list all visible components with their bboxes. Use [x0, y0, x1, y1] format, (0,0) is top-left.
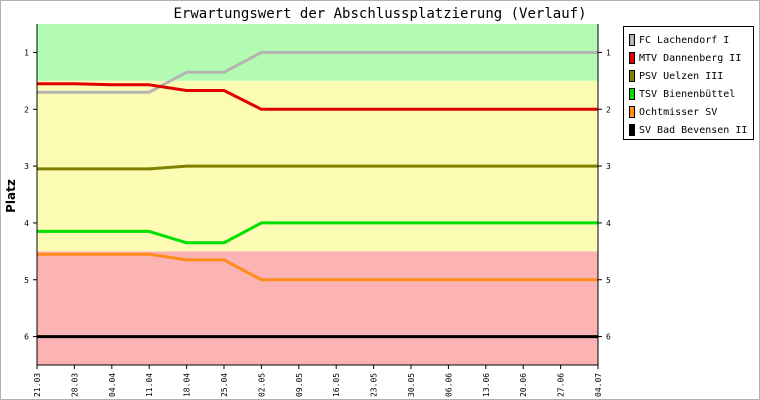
legend-item: SV Bad Bevensen II	[629, 122, 747, 138]
x-tick-label: 11.04	[145, 373, 154, 397]
background-bands	[37, 24, 598, 365]
legend-label: TSV Bienenbüttel	[639, 88, 736, 100]
legend-item: Ochtmisser SV	[629, 104, 717, 120]
legend-swatch	[629, 124, 635, 136]
legend-swatch	[629, 34, 635, 46]
legend-swatch	[629, 88, 635, 100]
band-2	[37, 251, 598, 365]
series-line-1	[37, 82, 598, 111]
y-tick-label-left: 6	[24, 333, 29, 342]
x-tick-label: 27.06	[557, 373, 566, 397]
legend: FC Lachendorf I MTV Dannenberg II PSV Uelz…	[623, 26, 754, 140]
x-tick-label: 30.05	[407, 373, 416, 397]
tick-labels: 1 1 2 2 3 3 4 4 5 5 6 6 21.03 28.03 04.04 11.04 18.04 25.…	[24, 48, 611, 397]
legend-swatch	[629, 52, 635, 64]
x-tick-label: 18.04	[183, 373, 192, 397]
y-tick-label-left: 1	[24, 48, 29, 57]
x-tick-label: 23.05	[370, 373, 379, 397]
legend-label: FC Lachendorf I	[639, 34, 730, 46]
x-tick-label: 25.04	[220, 373, 229, 397]
legend-item: TSV Bienenbüttel	[629, 86, 735, 102]
legend-label: SV Bad Bevensen II	[639, 124, 748, 136]
x-tick-label: 21.03	[33, 373, 42, 397]
legend-label: Ochtmisser SV	[639, 106, 718, 118]
x-tick-label: 13.06	[482, 373, 491, 397]
y-tick-label-right: 3	[606, 162, 611, 171]
y-tick-label-right: 4	[606, 219, 611, 228]
series-line-0	[37, 50, 598, 94]
x-tick-label: 06.06	[444, 373, 453, 397]
x-tick-label: 28.03	[70, 373, 79, 397]
series-line-4	[37, 252, 598, 282]
legend-label: PSV Uelzen III	[639, 70, 724, 82]
x-tick-label: 20.06	[519, 373, 528, 397]
series-line-3	[37, 221, 598, 245]
x-tick-label: 04.07	[594, 373, 603, 397]
series-lines	[37, 50, 598, 339]
y-tick-label-left: 4	[24, 219, 29, 228]
legend-item: MTV Dannenberg II	[629, 50, 741, 66]
legend-swatch	[629, 106, 635, 118]
axes	[36, 24, 599, 366]
legend-swatch	[629, 70, 635, 82]
chart-title: Erwartungswert der Abschlussplatzierung …	[173, 6, 586, 22]
y-tick-label-right: 5	[606, 276, 611, 285]
x-tick-label: 16.05	[332, 373, 341, 397]
y-tick-label-right: 1	[606, 48, 611, 57]
legend-item: FC Lachendorf I	[629, 32, 729, 48]
x-tick-label: 09.05	[295, 373, 304, 397]
legend-item: PSV Uelzen III	[629, 68, 723, 84]
legend-label: MTV Dannenberg II	[639, 52, 742, 64]
x-tick-label: 04.04	[108, 373, 117, 397]
y-tick-label-left: 3	[24, 162, 29, 171]
y-tick-label-right: 6	[606, 333, 611, 342]
y-axis-label: Platz	[4, 179, 18, 213]
y-tick-label-right: 2	[606, 105, 611, 114]
y-tick-label-left: 2	[24, 105, 29, 114]
x-tick-label: 02.05	[257, 373, 266, 397]
series-line-2	[37, 164, 598, 171]
y-tick-label-left: 5	[24, 276, 29, 285]
